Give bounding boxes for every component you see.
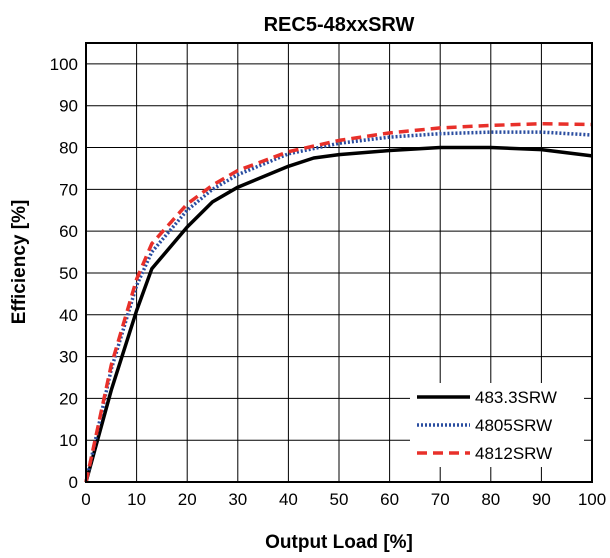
y-tick-label: 100	[50, 55, 78, 74]
y-tick-label: 90	[59, 97, 78, 116]
x-tick-label: 40	[279, 490, 298, 509]
legend: 483.3SRW 4805SRW 4812SRW	[410, 383, 584, 467]
series-lines	[84, 121, 593, 483]
y-tick-label: 30	[59, 348, 78, 367]
x-tick-label: 90	[532, 490, 551, 509]
series-line-4805SRW	[84, 130, 593, 483]
y-tick-label: 60	[59, 222, 78, 241]
y-tick-label: 50	[59, 264, 78, 283]
chart-title: REC5-48xxSRW	[264, 14, 415, 36]
legend-label: 483.3SRW	[475, 388, 557, 407]
x-tick-labels: 0 10 20 30 40 50 60 70 80 90 100	[81, 490, 606, 509]
x-tick-label: 70	[431, 490, 450, 509]
y-tick-label: 20	[59, 389, 78, 408]
y-tick-label: 40	[59, 306, 78, 325]
x-tick-label: 0	[81, 490, 90, 509]
x-tick-label: 60	[380, 490, 399, 509]
series-line-4812SRW	[84, 121, 593, 483]
y-axis-title: Efficiency [%]	[9, 200, 30, 325]
x-tick-label: 80	[481, 490, 500, 509]
legend-label: 4805SRW	[475, 416, 552, 435]
x-tick-label: 30	[228, 490, 247, 509]
x-axis-title: Output Load [%]	[265, 532, 413, 553]
y-tick-label: 10	[59, 431, 78, 450]
y-tick-label: 70	[59, 180, 78, 199]
x-tick-label: 50	[330, 490, 349, 509]
x-tick-label: 10	[127, 490, 146, 509]
y-tick-labels: 0 10 20 30 40 50 60 70 80 90 100	[50, 55, 78, 492]
y-tick-label: 80	[59, 139, 78, 158]
legend-label: 4812SRW	[475, 444, 552, 463]
plot-frame	[85, 42, 593, 483]
series-line-483.3SRW	[84, 145, 593, 483]
x-tick-label: 100	[578, 490, 606, 509]
y-tick-label: 0	[69, 473, 78, 492]
x-tick-label: 20	[178, 490, 197, 509]
